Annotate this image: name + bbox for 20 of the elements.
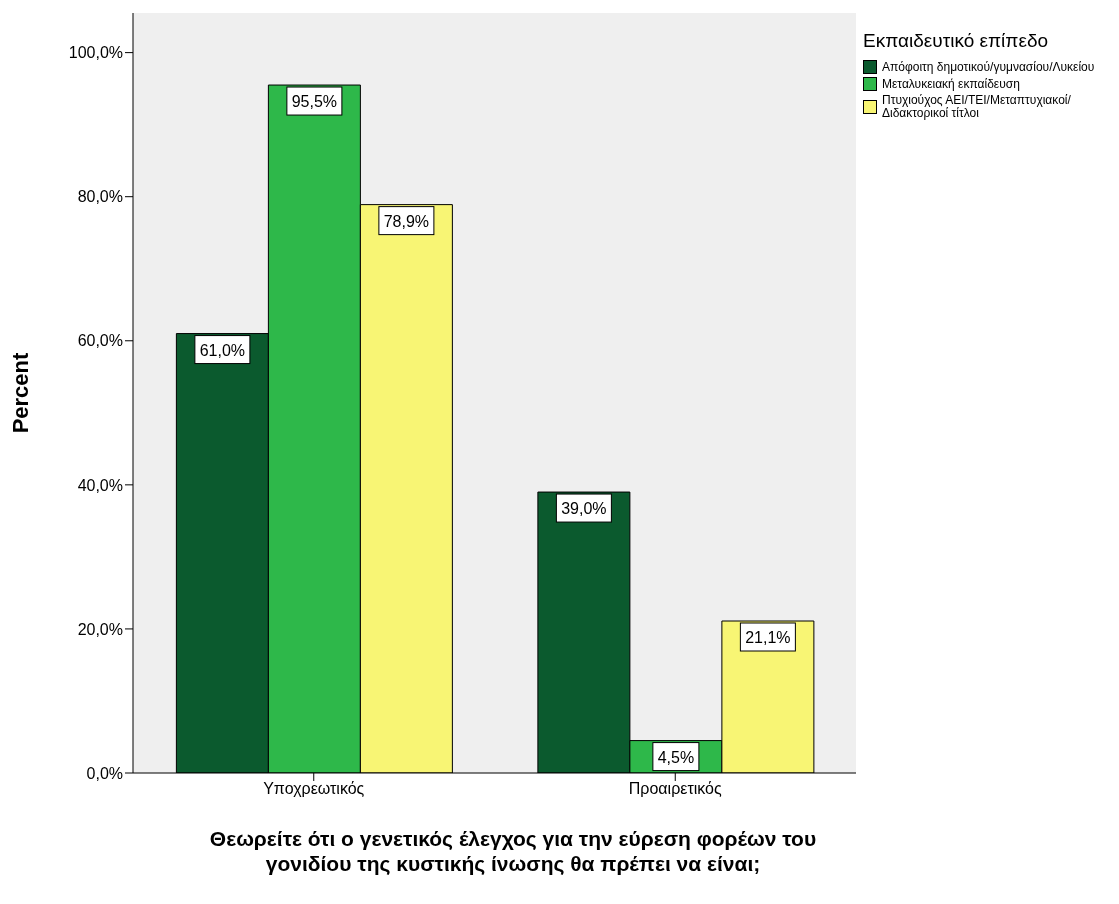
data-label: 78,9% [383, 212, 430, 230]
data-label: 95,5% [291, 93, 338, 111]
x-tick-label: Υποχρεωτικός [263, 780, 365, 798]
data-label: 61,0% [199, 341, 246, 359]
y-tick-label: 40,0% [77, 476, 123, 494]
y-tick-label: 20,0% [77, 620, 123, 638]
y-tick-label: 80,0% [77, 188, 123, 206]
legend-label: Μεταλυκειακή εκπαίδευση [882, 76, 1021, 91]
legend-title: Εκπαιδευτικό επίπεδο [863, 30, 1050, 52]
data-label: 4,5% [657, 748, 695, 766]
legend-label: Απόφοιτη δημοτικού/γυμνασίου/Λυκείου [882, 59, 1096, 74]
x-axis-title: Θεωρείτε ότι ο γενετικός έλεγχος για την εύρεση φορέων του γονιδίου της κυστικής ίνωσης θα πρέπει να είναι; [208, 826, 818, 876]
legend-label: Πτυχιούχος ΑΕΙ/ΤΕΙ/Μεταπτυχιακοί/Διδακτορικοί τίτλοι [882, 93, 1072, 120]
data-label: 21,1% [745, 629, 791, 646]
y-axis-title: Percent [7, 351, 33, 434]
data-label: 39,0% [561, 500, 607, 518]
y-tick-label: 60,0% [77, 332, 123, 350]
x-tick-label: Προαιρετικός [628, 780, 722, 798]
y-tick-label: 0,0% [86, 764, 123, 782]
y-tick-label: 100,0% [68, 44, 123, 62]
